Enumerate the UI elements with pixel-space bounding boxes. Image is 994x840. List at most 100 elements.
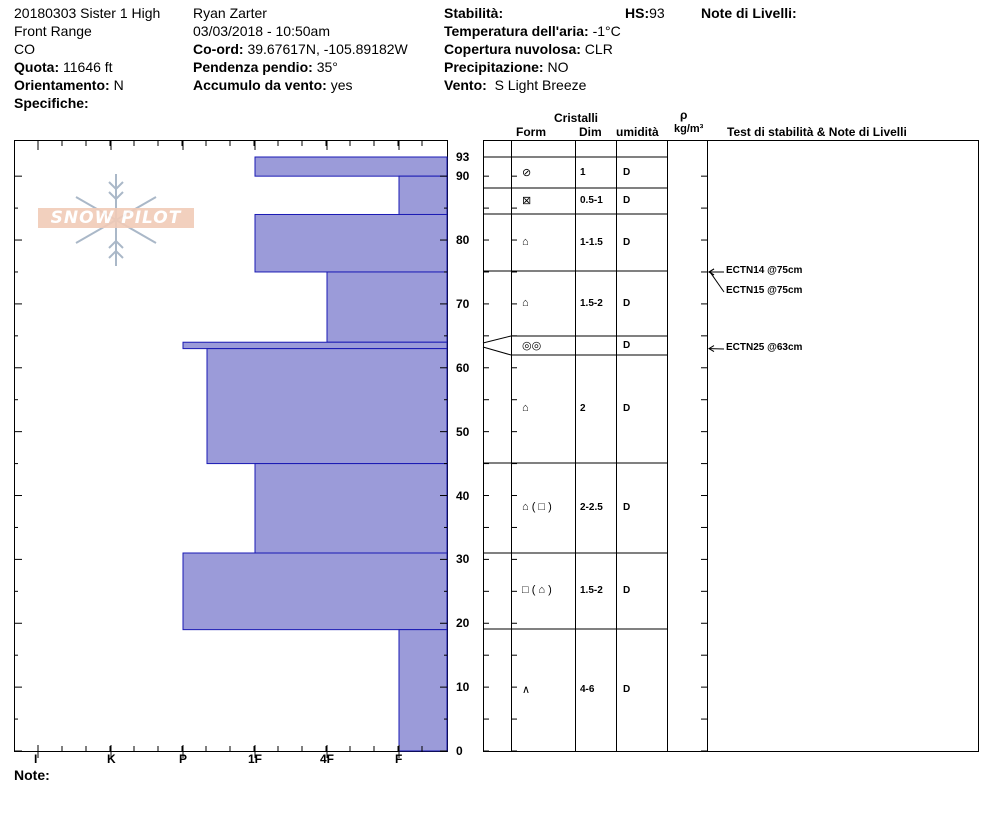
- crystal-moisture-3: D: [623, 236, 631, 248]
- crystal-moisture-6: D: [623, 403, 631, 414]
- wind-loading: Accumulo da vento: yes: [193, 77, 352, 93]
- stability-test-1: ECTN14 @75cm: [726, 265, 803, 276]
- faceted-rounded-icon: ⌂: [522, 235, 529, 248]
- layer-bar-9: [398, 629, 448, 752]
- snow-height-value: 93: [649, 5, 665, 21]
- coordinates: Co-ord: 39.67617N, -105.89182W: [193, 41, 408, 57]
- aspect-value: N: [113, 77, 124, 93]
- wind-loading-label: Accumulo da vento:: [193, 77, 327, 93]
- crystal-table-frame: [483, 140, 979, 752]
- layer-bar-4: [326, 271, 448, 343]
- logo-text: SNOW PILOT: [38, 208, 194, 228]
- snow-height: HS:93: [625, 5, 665, 21]
- layer-notes-label: Note di Livelli:: [701, 5, 797, 21]
- crystal-size-7: 2-2.5: [580, 502, 603, 513]
- faceted-icon: ⊠: [522, 195, 532, 207]
- precipitation-value: NO: [547, 59, 569, 75]
- precipitation-label: Precipitazione:: [444, 59, 544, 75]
- crystal-size-8: 1.5-2: [580, 585, 603, 596]
- depth-label-50: 50: [456, 424, 470, 439]
- test-arrow-2: [709, 271, 725, 293]
- elevation: Quota: 11646 ft: [14, 59, 113, 75]
- depth-label-70: 70: [456, 296, 470, 311]
- layer-bar-2: [398, 175, 448, 215]
- crystal-moisture-9: D: [623, 684, 631, 695]
- observer: Ryan Zarter: [193, 5, 267, 21]
- layer-bar-6: [206, 348, 448, 465]
- arrow-head-icon: [708, 268, 715, 276]
- tests-header: Test di stabilità & Note di Livelli: [727, 125, 907, 139]
- wind-label: Vento:: [444, 77, 487, 93]
- crystal-moisture-5: D: [623, 339, 631, 351]
- elevation-value: 11646 ft: [63, 59, 113, 75]
- hardness-label-4F: 4F: [320, 752, 335, 766]
- row-link: [482, 335, 512, 344]
- depth-label-top: 93: [456, 150, 470, 164]
- crystal-moisture-1: D: [623, 166, 631, 178]
- crystal-moisture-7: D: [623, 502, 631, 513]
- stability-test-3: ECTN25 @63cm: [726, 342, 803, 353]
- air-temperature-value: -1°C: [592, 23, 621, 39]
- layer-bar-7: [254, 463, 448, 554]
- hardness-label-I: I: [34, 752, 38, 766]
- crystal-moisture-8: D: [623, 585, 631, 596]
- layer-bar-5: [182, 341, 448, 350]
- coordinates-label: Co-ord:: [193, 41, 244, 57]
- slope: Pendenza pendio: 35°: [193, 59, 338, 75]
- crystal-size-4: 1.5-2: [580, 297, 603, 309]
- crystal-size-3: 1-1.5: [580, 236, 603, 248]
- crystal-moisture-2: D: [623, 195, 631, 206]
- faceted-rounded-icon: ⌂ ( □ ): [522, 501, 552, 513]
- layer-bar-3: [254, 213, 448, 273]
- hardness-label-1F: 1F: [248, 752, 263, 766]
- depth-hoar-icon: ∧: [522, 684, 531, 696]
- size-header: Dim: [579, 125, 602, 139]
- cloud-cover: Copertura nuvolosa: CLR: [444, 41, 613, 57]
- density-symbol: ρ: [680, 108, 688, 122]
- depth-label-80: 80: [456, 233, 470, 248]
- cloud-cover-value: CLR: [584, 41, 613, 57]
- layer-bar-8: [182, 552, 448, 631]
- notes-label: Note:: [14, 767, 50, 783]
- stability-label: Stabilità:: [444, 5, 504, 21]
- row-link: [482, 346, 512, 356]
- crystal-size-6: 2: [580, 403, 586, 414]
- crystals-header: Cristalli: [554, 111, 599, 125]
- hardness-label-P: P: [179, 752, 188, 766]
- depth-label-0: 0: [456, 744, 463, 758]
- faceted-rounded-icon: ⌂: [522, 402, 529, 414]
- aspect: Orientamento: N: [14, 77, 124, 93]
- depth-label-40: 40: [456, 488, 470, 503]
- slope-label: Pendenza pendio:: [193, 59, 313, 75]
- rounded-icon: ⊘: [522, 166, 532, 179]
- cloud-cover-label: Copertura nuvolosa:: [444, 41, 581, 57]
- air-temperature-label: Temperatura dell'aria:: [444, 23, 589, 39]
- coordinates-value: 39.67617N, -105.89182W: [247, 41, 408, 57]
- wind-loading-value: yes: [330, 77, 353, 93]
- slope-value: 35°: [316, 59, 338, 75]
- snowpilot-logo: SNOW PILOT: [36, 170, 196, 270]
- range-name: Front Range: [14, 23, 92, 39]
- wind-value: S Light Breeze: [494, 77, 587, 93]
- depth-label-90: 90: [456, 169, 470, 184]
- crystal-size-9: 4-6: [580, 684, 595, 695]
- datetime: 03/03/2018 - 10:50am: [193, 23, 330, 39]
- depth-label-20: 20: [456, 616, 470, 631]
- crystal-size-2: 0.5-1: [580, 195, 603, 206]
- density-unit: kg/m³: [674, 123, 704, 135]
- aspect-label: Orientamento:: [14, 77, 110, 93]
- form-header: Form: [516, 125, 546, 139]
- snow-height-label: HS:: [625, 5, 650, 21]
- site-name: 20180303 Sister 1 High: [14, 5, 161, 21]
- moisture-header: umidità: [616, 125, 659, 139]
- wind: Vento: S Light Breeze: [444, 77, 586, 93]
- layer-bar-1: [254, 156, 448, 177]
- faceted-rounded-icon: ⌂: [522, 296, 529, 309]
- depth-label-30: 30: [456, 552, 470, 567]
- state-name: CO: [14, 41, 35, 57]
- hardness-label-K: K: [107, 752, 116, 766]
- specifics-label: Specifiche:: [14, 95, 89, 111]
- depth-label-10: 10: [456, 680, 470, 695]
- faceted-icon: □ ( ⌂ ): [522, 584, 552, 596]
